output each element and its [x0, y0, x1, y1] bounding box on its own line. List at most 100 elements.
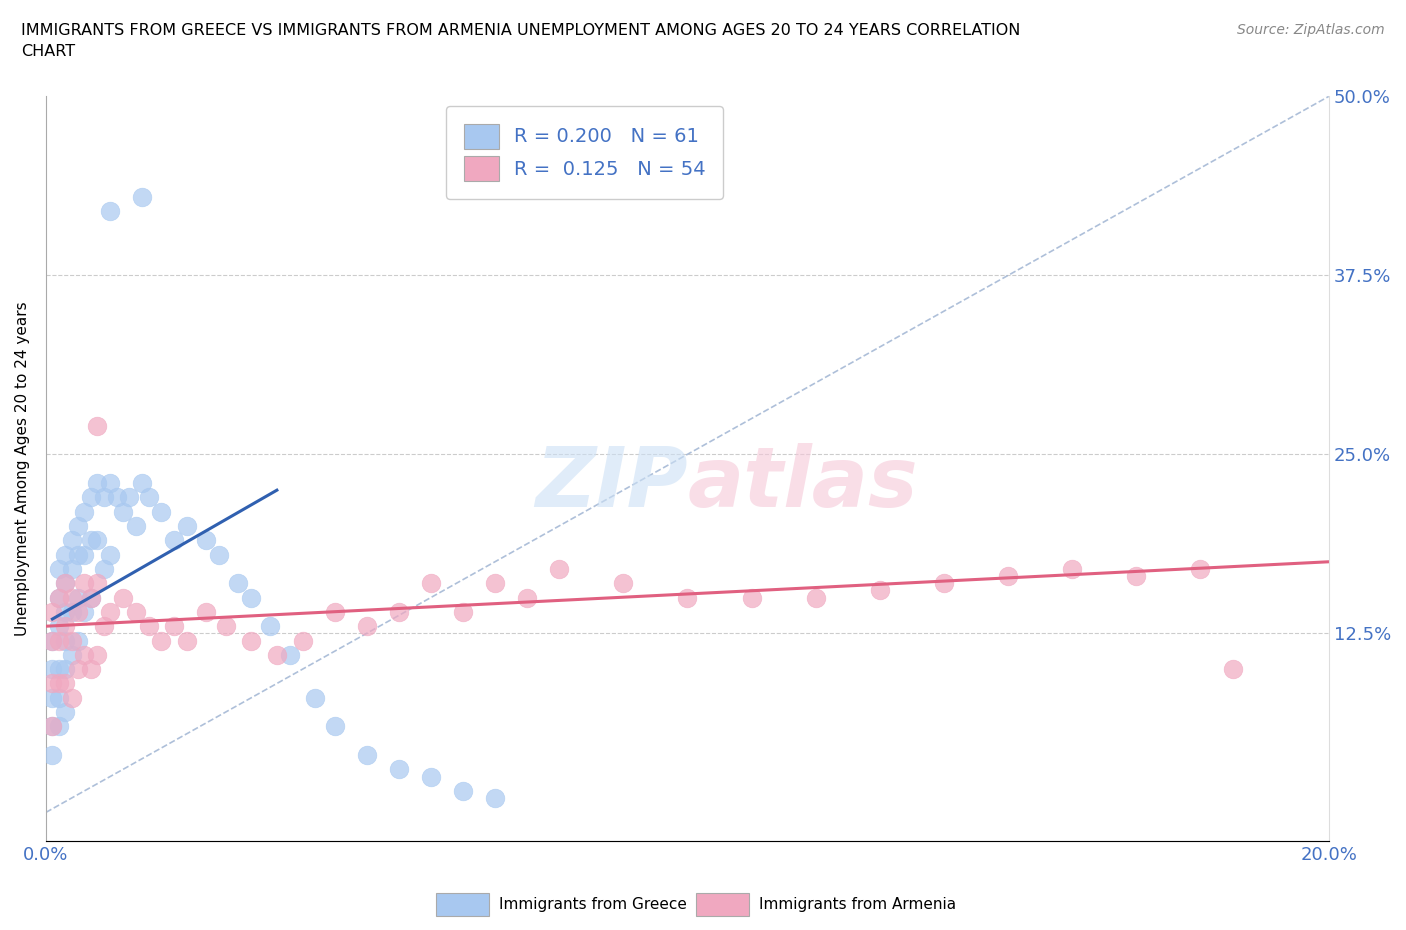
Point: [98, 475, 121, 490]
Point: [1062, 562, 1084, 577]
Point: [208, 547, 231, 562]
Point: [214, 618, 236, 633]
Point: [53, 576, 76, 591]
Point: [53, 618, 76, 633]
Point: [41, 633, 63, 648]
Point: [67, 633, 90, 648]
Point: [48, 618, 70, 633]
Point: [80, 662, 103, 677]
Point: [67, 604, 90, 619]
Point: [48, 676, 70, 691]
Text: IMMIGRANTS FROM GREECE VS IMMIGRANTS FROM ARMENIA UNEMPLOYMENT AMONG AGES 20 TO : IMMIGRANTS FROM GREECE VS IMMIGRANTS FRO…: [21, 23, 1021, 60]
Point: [195, 533, 218, 548]
Text: ZIP: ZIP: [534, 443, 688, 525]
Text: atlas: atlas: [688, 443, 918, 525]
Point: [323, 719, 346, 734]
Point: [86, 647, 108, 662]
Point: [741, 591, 763, 605]
Point: [118, 490, 141, 505]
Point: [53, 676, 76, 691]
Point: [60, 533, 83, 548]
Point: [612, 576, 634, 591]
Point: [419, 576, 441, 591]
Point: [41, 604, 63, 619]
Point: [48, 662, 70, 677]
Point: [53, 633, 76, 648]
Point: [73, 647, 96, 662]
Point: [60, 647, 83, 662]
Point: [86, 418, 108, 433]
Point: [278, 647, 301, 662]
Point: [53, 604, 76, 619]
Point: [451, 604, 474, 619]
Point: [869, 583, 891, 598]
Point: [93, 490, 115, 505]
Point: [240, 591, 263, 605]
Point: [176, 633, 198, 648]
Point: [125, 604, 148, 619]
Point: [80, 490, 103, 505]
Text: Immigrants from Greece: Immigrants from Greece: [499, 897, 688, 912]
Point: [41, 748, 63, 763]
Point: [41, 719, 63, 734]
Point: [48, 690, 70, 705]
Point: [266, 647, 288, 662]
Point: [80, 591, 103, 605]
Point: [80, 591, 103, 605]
Point: [259, 618, 281, 633]
Point: [41, 719, 63, 734]
Point: [48, 591, 70, 605]
Point: [60, 562, 83, 577]
Point: [86, 576, 108, 591]
Point: [356, 618, 378, 633]
Point: [53, 662, 76, 677]
Point: [73, 504, 96, 519]
Text: Source: ZipAtlas.com: Source: ZipAtlas.com: [1237, 23, 1385, 37]
Point: [41, 690, 63, 705]
Point: [98, 604, 121, 619]
Legend: R = 0.200   N = 61, R =  0.125   N = 54: R = 0.200 N = 61, R = 0.125 N = 54: [446, 106, 723, 199]
Point: [163, 533, 186, 548]
Point: [176, 519, 198, 534]
Point: [138, 618, 160, 633]
Point: [1125, 568, 1147, 583]
Point: [291, 633, 314, 648]
Point: [93, 618, 115, 633]
Point: [98, 204, 121, 219]
Point: [53, 576, 76, 591]
Point: [195, 604, 218, 619]
Point: [41, 633, 63, 648]
Point: [388, 762, 411, 777]
Point: [60, 591, 83, 605]
Point: [1222, 662, 1244, 677]
Point: [1189, 562, 1212, 577]
Point: [41, 676, 63, 691]
Point: [676, 591, 699, 605]
Point: [484, 576, 506, 591]
Point: [48, 633, 70, 648]
Point: [67, 591, 90, 605]
Point: [67, 547, 90, 562]
Point: [240, 633, 263, 648]
Point: [548, 562, 571, 577]
Point: [356, 748, 378, 763]
Point: [53, 705, 76, 720]
Point: [163, 618, 186, 633]
Point: [48, 719, 70, 734]
Point: [73, 547, 96, 562]
Point: [932, 576, 955, 591]
Point: [86, 475, 108, 490]
Point: [228, 576, 250, 591]
Y-axis label: Unemployment Among Ages 20 to 24 years: Unemployment Among Ages 20 to 24 years: [15, 301, 30, 636]
Point: [73, 604, 96, 619]
Point: [60, 633, 83, 648]
Point: [53, 547, 76, 562]
Point: [150, 504, 173, 519]
Point: [150, 633, 173, 648]
Point: [484, 790, 506, 805]
Point: [516, 591, 538, 605]
Point: [67, 519, 90, 534]
Point: [125, 519, 148, 534]
Point: [138, 490, 160, 505]
Point: [98, 547, 121, 562]
